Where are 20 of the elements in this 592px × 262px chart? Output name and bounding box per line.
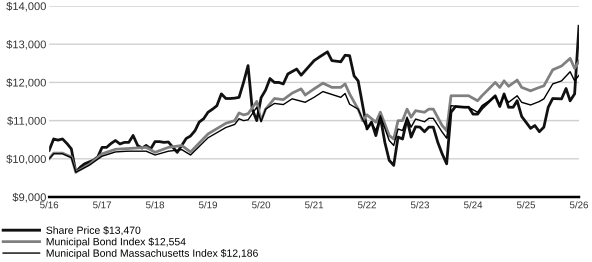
legend-label: Share Price $13,470 [46,226,140,236]
x-tick-label: 5/22 [358,201,376,208]
x-tick-label: 5/23 [410,201,429,208]
y-tick-label: $12,000 [6,78,46,88]
y-tick-label: $14,000 [6,2,46,12]
y-tick-label: $10,000 [6,154,46,164]
x-tick-label: 5/24 [464,201,482,208]
x-tick-label: 5/21 [304,201,324,208]
x-tick-label: 5/16 [40,201,58,208]
x-tick-label: 5/18 [146,201,164,208]
x-tick-label: 5/17 [93,201,112,208]
y-tick-label: $13,000 [6,40,46,50]
legend-label: Municipal Bond Index $12,554 [46,238,186,248]
x-tick-label: 5/26 [570,201,588,208]
x-tick-label: 5/25 [516,201,536,208]
y-tick-label: $9,000 [12,192,46,202]
legend-label: Municipal Bond Massachusetts Index $12,186 [46,249,258,259]
y-tick-label: $11,000 [7,116,46,126]
x-tick-label: 5/20 [252,201,270,208]
x-tick-label: 5/19 [198,201,217,208]
